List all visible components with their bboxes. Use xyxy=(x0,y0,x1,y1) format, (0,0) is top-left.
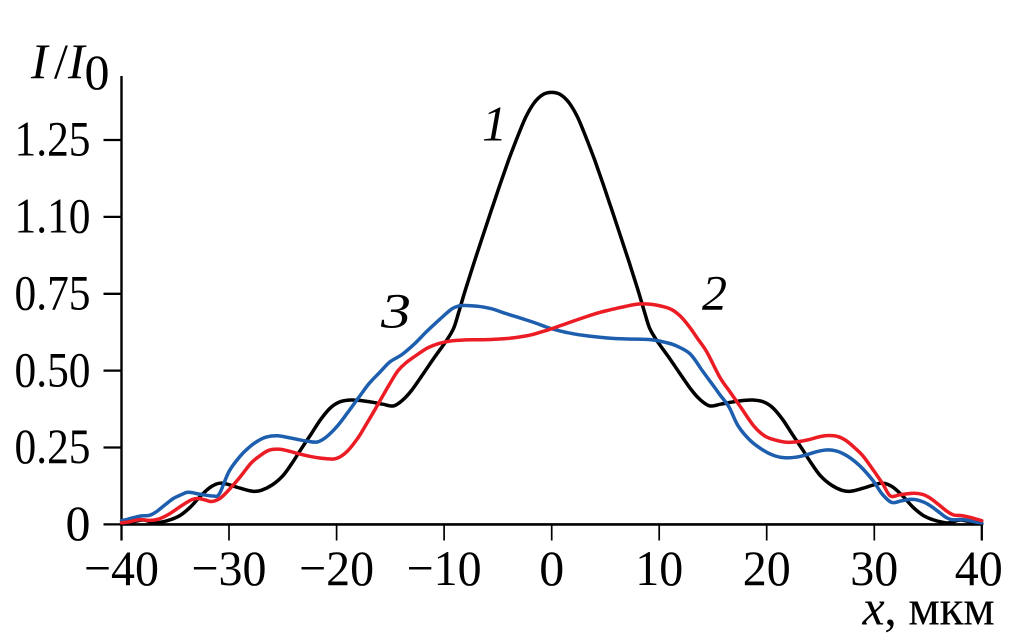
svg-text:30: 30 xyxy=(850,540,898,596)
svg-text:1.10: 1.10 xyxy=(15,188,91,244)
svg-text:0: 0 xyxy=(85,44,110,100)
svg-text:0.75: 0.75 xyxy=(15,265,91,321)
svg-text:x, мкм: x, мкм xyxy=(862,580,995,636)
svg-text:−30: −30 xyxy=(192,540,267,596)
svg-text:0.25: 0.25 xyxy=(15,418,91,474)
svg-text:10: 10 xyxy=(635,540,683,596)
svg-text:1.25: 1.25 xyxy=(15,111,91,167)
svg-text:0.50: 0.50 xyxy=(15,341,91,397)
svg-text:40: 40 xyxy=(955,540,1003,596)
svg-text:0: 0 xyxy=(539,540,564,596)
svg-text:2: 2 xyxy=(702,265,727,321)
svg-text:I: I xyxy=(30,33,50,89)
svg-text:3: 3 xyxy=(380,283,411,339)
svg-text:−20: −20 xyxy=(299,540,374,596)
svg-text:−40: −40 xyxy=(84,540,159,596)
svg-text:I: I xyxy=(67,33,87,89)
svg-text:−10: −10 xyxy=(407,540,482,596)
svg-text:0: 0 xyxy=(66,495,91,551)
svg-text:20: 20 xyxy=(743,540,791,596)
svg-text:/: / xyxy=(54,33,68,89)
svg-text:1: 1 xyxy=(482,96,507,152)
